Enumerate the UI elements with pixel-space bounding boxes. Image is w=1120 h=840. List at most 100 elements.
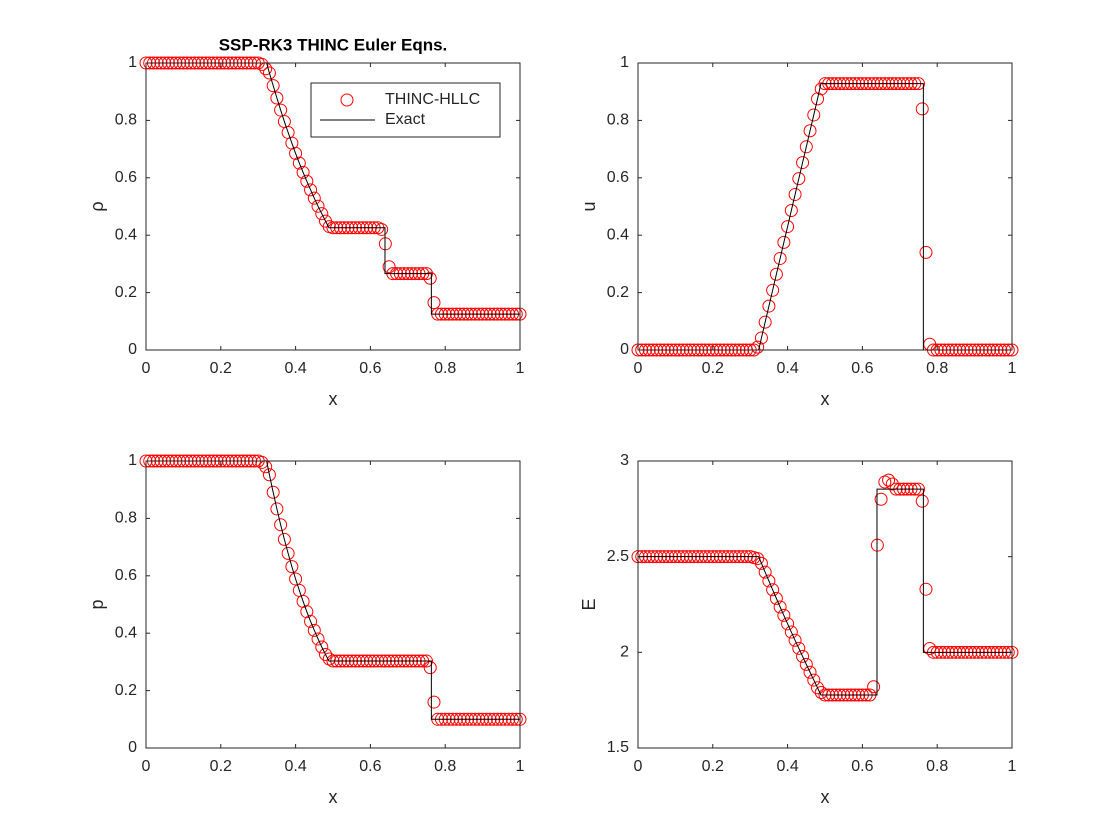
y-tick-label: 0.6 [115,567,137,584]
line-series [638,488,1012,696]
marker [751,552,765,566]
marker [758,565,772,579]
y-tick-label: 3 [620,452,629,469]
marker [270,91,284,105]
x-tick-label: 0 [634,360,643,377]
marker [274,518,288,532]
marker [423,661,437,675]
marker [255,455,269,469]
marker [762,574,776,588]
marker [296,165,310,179]
marker [427,695,441,709]
line [146,62,520,315]
marker [285,560,299,574]
y-tick-label: 0.8 [115,510,137,527]
y-tick-label: 0 [128,739,137,756]
x-tick-label: 0.4 [776,360,798,377]
marker [796,649,810,663]
y-tick-label: 2.5 [607,548,629,565]
marker [289,146,303,160]
marker [266,79,280,93]
marker [792,641,806,655]
marker [777,235,791,249]
y-tick-label: 0.4 [115,226,137,243]
marker [781,617,795,631]
marker [799,140,813,154]
marker [274,103,288,117]
marker [307,623,321,637]
line [638,83,1012,351]
line-series [146,62,520,315]
marker [277,532,291,546]
y-tick-label: 1 [128,452,137,469]
x-tick-label: 0.8 [434,360,456,377]
marker [769,267,783,281]
x-tick-label: 0 [142,360,151,377]
x-tick-label: 0.2 [702,360,724,377]
marker [300,174,314,188]
marker [882,473,896,487]
marker [781,220,795,234]
y-tick-label: 0 [620,341,629,358]
y-tick-label: 0.6 [115,169,137,186]
y-tick-label: 1 [128,54,137,71]
marker [319,647,333,661]
x-tick-label: 0.6 [851,758,873,775]
x-tick-label: 0.4 [776,758,798,775]
x-tick-label: 1 [516,758,525,775]
axes-box [145,62,521,351]
marker [266,485,280,499]
marker [803,665,817,679]
marker [262,66,276,80]
legend: THINC-HLLC Exact [310,82,501,138]
marker [788,633,802,647]
x-axis-label: x [329,389,338,409]
y-tick-label: 0.8 [607,112,629,129]
plot-area [146,461,520,748]
x-tick-label: 0.8 [926,758,948,775]
marker [375,222,389,236]
y-tick-label: 0.8 [115,112,137,129]
x-tick-label: 0.6 [851,360,873,377]
x-tick-label: 1 [1008,360,1017,377]
y-tick-label: 0 [128,341,137,358]
x-tick-label: 0.2 [210,758,232,775]
y-axis-label: ρ [87,201,107,211]
x-tick-label: 0.8 [434,758,456,775]
line [146,460,520,720]
y-tick-label: 0.2 [607,284,629,301]
legend-label: Exact [385,111,426,128]
x-tick-label: 1 [516,360,525,377]
line [638,488,1012,696]
marker [915,494,929,508]
y-tick-label: 0.2 [115,284,137,301]
marker [315,640,329,654]
x-axis-label: x [821,787,830,807]
marker [304,614,318,628]
line-series [146,460,520,720]
x-tick-label: 1 [1008,758,1017,775]
marker [281,546,295,560]
marker [811,681,825,695]
marker [311,632,325,646]
x-tick-label: 0.4 [284,758,306,775]
marker [766,283,780,297]
marker [270,502,284,516]
y-axis-label: E [579,598,599,610]
y-tick-label: 0.6 [607,169,629,186]
marker [919,245,933,259]
marker [423,271,437,285]
marker [289,572,303,586]
marker [792,172,806,186]
y-tick-label: 0.4 [607,226,629,243]
x-tick-label: 0.2 [210,360,232,377]
marker [784,204,798,218]
x-axis-label: x [329,787,338,807]
plot-area [638,461,1012,748]
axes-box [637,62,1013,351]
y-tick-label: 0.2 [115,682,137,699]
marker [754,331,768,345]
marker [262,468,276,482]
axes-box [637,460,1013,749]
x-tick-label: 0.6 [359,360,381,377]
